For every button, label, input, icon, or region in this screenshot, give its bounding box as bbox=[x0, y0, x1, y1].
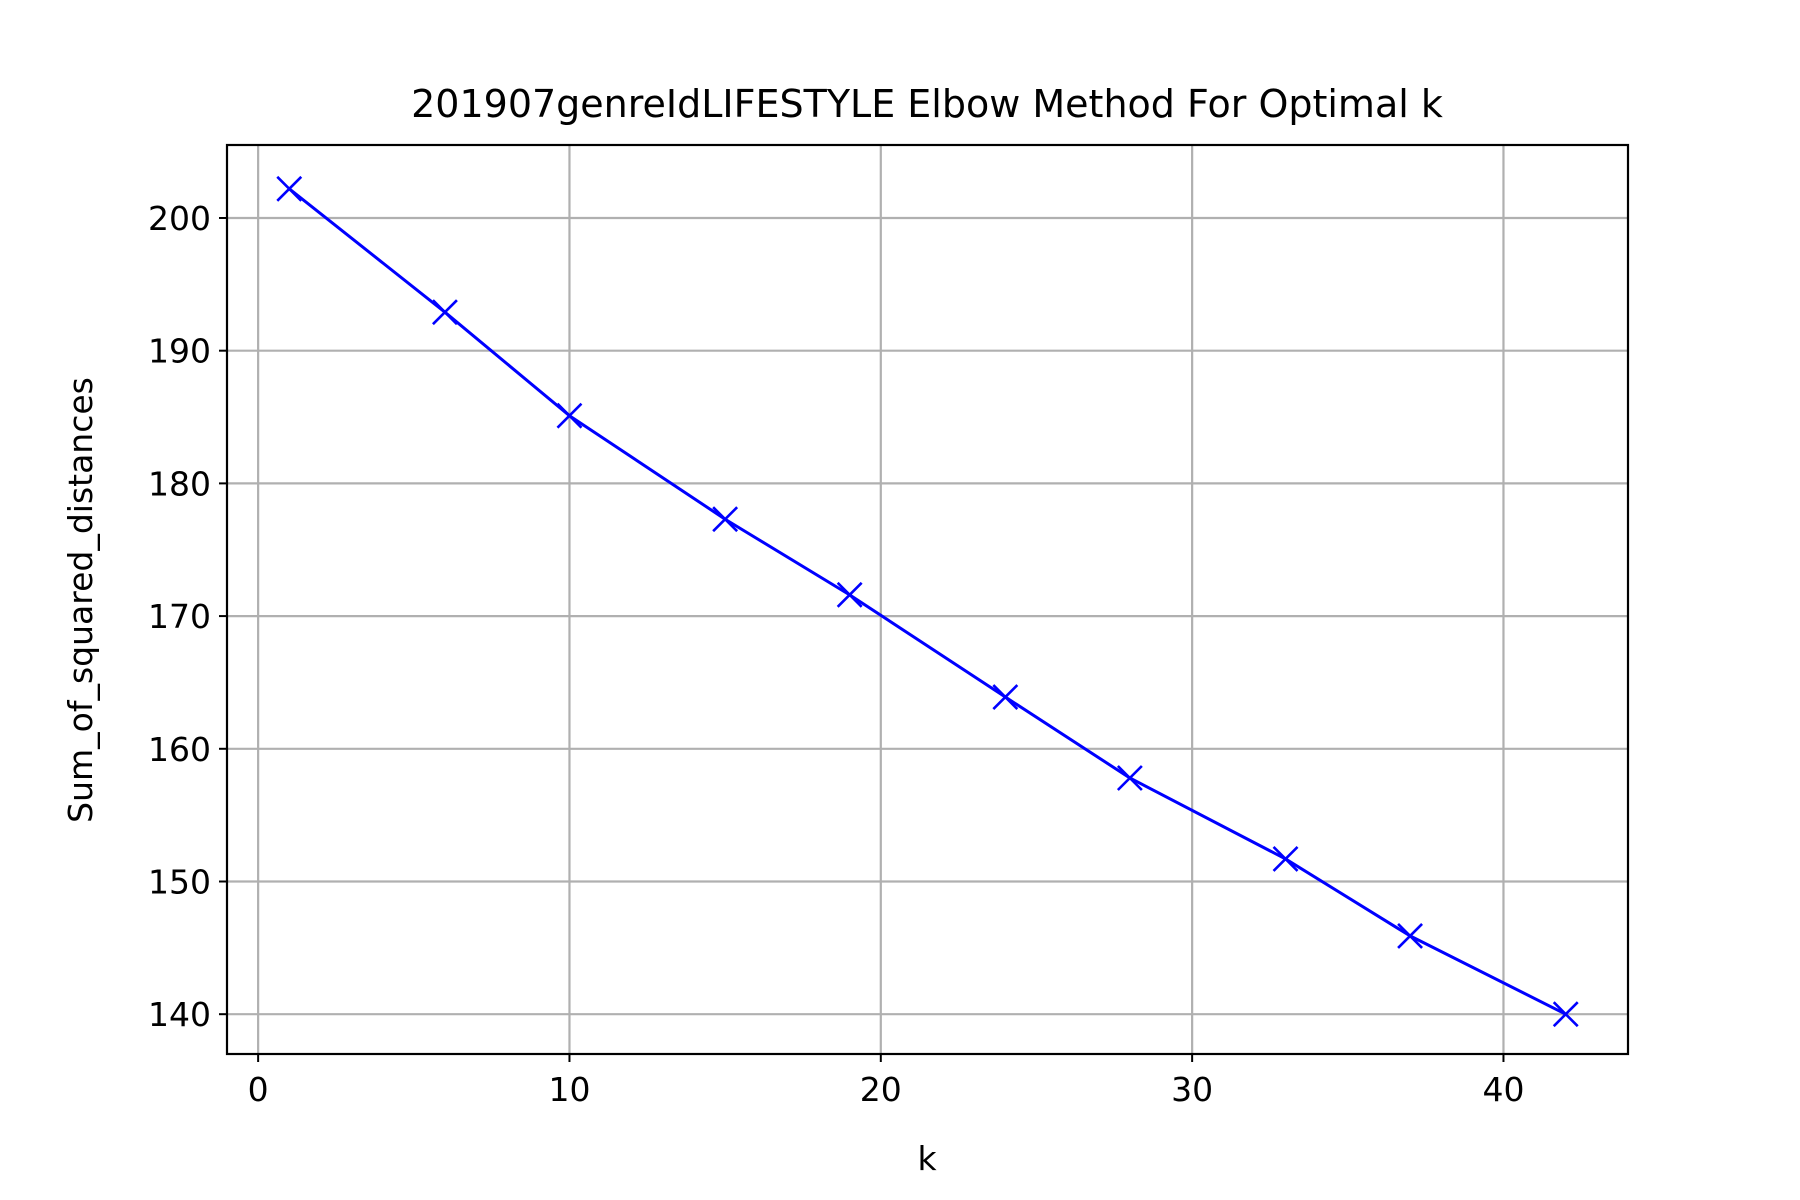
y-tick-label: 150 bbox=[148, 862, 211, 901]
data-point-marker bbox=[432, 299, 458, 326]
series-line bbox=[288, 187, 1567, 1016]
data-point-marker bbox=[712, 506, 739, 533]
series-layer bbox=[276, 175, 1579, 1028]
data-point-marker bbox=[1272, 846, 1299, 872]
x-axis-label: k bbox=[917, 1139, 937, 1178]
axis-ticks: 0 10 20 30 40 140 150 160 170 180 190 200 bbox=[148, 199, 1524, 1109]
data-point-marker bbox=[1552, 1001, 1579, 1028]
y-tick-label: 140 bbox=[148, 995, 211, 1034]
x-tick-label: 20 bbox=[860, 1070, 902, 1109]
data-point-marker bbox=[276, 175, 303, 202]
x-tick-label: 10 bbox=[548, 1070, 590, 1109]
y-axis-label: Sum_of_squared_distances bbox=[61, 377, 100, 823]
y-tick-label: 190 bbox=[148, 332, 211, 371]
axes-frame bbox=[225, 143, 1630, 1056]
data-point-marker bbox=[992, 684, 1019, 710]
x-tick-label: 30 bbox=[1171, 1070, 1213, 1109]
y-tick-label: 200 bbox=[148, 199, 211, 238]
data-point-marker bbox=[556, 402, 583, 429]
data-point-marker bbox=[836, 581, 863, 608]
x-tick-label: 40 bbox=[1482, 1070, 1524, 1109]
y-tick-label: 180 bbox=[148, 464, 211, 503]
y-tick-label: 160 bbox=[148, 730, 211, 769]
y-tick-label: 170 bbox=[148, 597, 211, 636]
grid-lines bbox=[227, 145, 1628, 1054]
chart-title: 201907genreIdLIFESTYLE Elbow Method For … bbox=[411, 82, 1443, 126]
x-tick-label: 0 bbox=[248, 1070, 269, 1109]
data-point-marker bbox=[1116, 765, 1143, 791]
data-point-marker bbox=[1397, 922, 1423, 949]
